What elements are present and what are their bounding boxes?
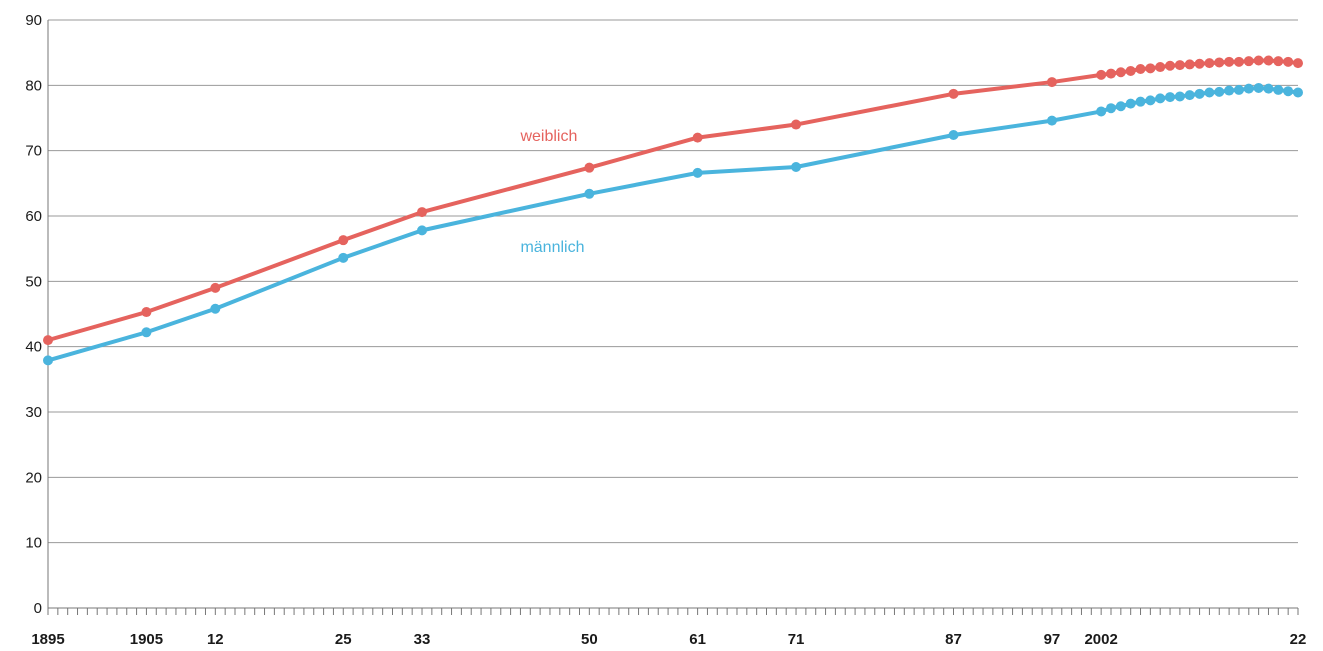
data-point — [417, 225, 428, 236]
y-tick-label: 80 — [25, 77, 42, 94]
x-tick-label: 50 — [581, 631, 598, 648]
y-tick-labels: 0 10 20 30 40 50 60 70 80 90 — [25, 12, 42, 617]
data-point — [1115, 101, 1126, 112]
data-point — [948, 129, 959, 140]
data-point — [1174, 91, 1185, 102]
x-tick-label: 2002 — [1084, 631, 1117, 648]
data-point — [1135, 64, 1146, 74]
y-tick-label: 20 — [25, 469, 42, 486]
data-point — [1263, 55, 1274, 66]
data-point — [1293, 87, 1303, 98]
data-point — [1096, 69, 1107, 80]
data-point — [210, 303, 221, 314]
data-point — [1243, 56, 1254, 67]
data-point — [1046, 115, 1057, 126]
data-point — [1165, 92, 1176, 103]
data-point — [1046, 77, 1057, 88]
series-label-weiblich: weiblich — [519, 128, 577, 145]
data-point — [791, 162, 802, 172]
series-label-maennlich: männlich — [520, 239, 584, 256]
data-point — [1105, 103, 1116, 114]
data-point — [1214, 86, 1225, 97]
data-point — [1155, 93, 1166, 104]
data-point — [1204, 87, 1215, 98]
y-tick-label: 30 — [25, 404, 42, 421]
data-point — [1125, 98, 1136, 109]
data-point — [1194, 88, 1205, 99]
data-point — [1145, 63, 1156, 74]
x-tick-label: 1905 — [130, 631, 163, 648]
x-minor-ticks — [47, 608, 1299, 615]
grid-lines — [48, 19, 1298, 544]
data-point — [141, 307, 152, 318]
data-point — [338, 252, 349, 263]
data-point — [1283, 56, 1294, 67]
x-tick-label: 25 — [335, 631, 352, 648]
x-tick-label: 22 — [1290, 631, 1307, 648]
data-point — [1135, 96, 1146, 107]
y-tick-label: 50 — [25, 273, 42, 290]
data-point — [1243, 83, 1254, 94]
data-point — [1096, 106, 1107, 117]
x-tick-label: 71 — [788, 631, 805, 648]
data-point — [1204, 58, 1215, 69]
data-point — [1224, 85, 1235, 96]
series-0 — [43, 55, 1303, 346]
axes — [47, 20, 1298, 609]
data-point — [584, 188, 595, 199]
data-point — [692, 167, 703, 178]
x-tick-label: 12 — [207, 631, 224, 648]
data-point — [584, 162, 595, 173]
data-point — [1184, 90, 1195, 101]
data-point — [1105, 68, 1116, 79]
data-point — [1253, 55, 1264, 66]
data-point — [1233, 84, 1244, 95]
data-point — [1263, 83, 1274, 94]
data-point — [1194, 58, 1205, 69]
data-point — [948, 88, 959, 99]
y-tick-label: 10 — [25, 535, 42, 552]
x-tick-label: 33 — [414, 631, 431, 648]
data-point — [43, 335, 53, 346]
y-tick-label: 40 — [25, 339, 42, 356]
data-point — [1174, 60, 1185, 71]
series — [43, 55, 1303, 366]
y-tick-label: 60 — [25, 208, 42, 225]
data-point — [1125, 65, 1136, 76]
data-point — [1224, 56, 1235, 67]
data-point — [1283, 86, 1294, 97]
data-point — [1253, 82, 1264, 93]
data-point — [1233, 56, 1244, 67]
series-line — [46, 85, 1300, 363]
data-point — [43, 355, 53, 366]
data-point — [1214, 57, 1225, 68]
series-1 — [43, 82, 1303, 366]
x-tick-label: 87 — [945, 631, 962, 648]
data-point — [1155, 62, 1166, 73]
data-point — [141, 327, 152, 338]
data-point — [1115, 67, 1126, 78]
data-point — [338, 235, 349, 246]
y-tick-label: 90 — [25, 12, 42, 29]
y-tick-label: 70 — [25, 143, 42, 160]
x-tick-labels: 1895 1905 12 25 33 50 61 71 87 97 2002 22 — [31, 631, 1306, 648]
data-point — [417, 207, 428, 218]
x-tick-label: 97 — [1044, 631, 1061, 648]
y-tick-label: 0 — [34, 600, 42, 617]
series-line — [46, 58, 1300, 343]
data-point — [1273, 84, 1284, 95]
data-point — [791, 119, 802, 130]
data-point — [210, 282, 221, 293]
data-point — [692, 132, 703, 143]
series-labels: weiblich männlich — [519, 128, 584, 256]
x-tick-label: 61 — [689, 631, 706, 648]
data-point — [1293, 58, 1303, 69]
x-tick-label: 1895 — [31, 631, 64, 648]
data-point — [1165, 60, 1176, 71]
data-point — [1184, 59, 1195, 70]
data-point — [1145, 95, 1156, 106]
data-point — [1273, 56, 1284, 67]
